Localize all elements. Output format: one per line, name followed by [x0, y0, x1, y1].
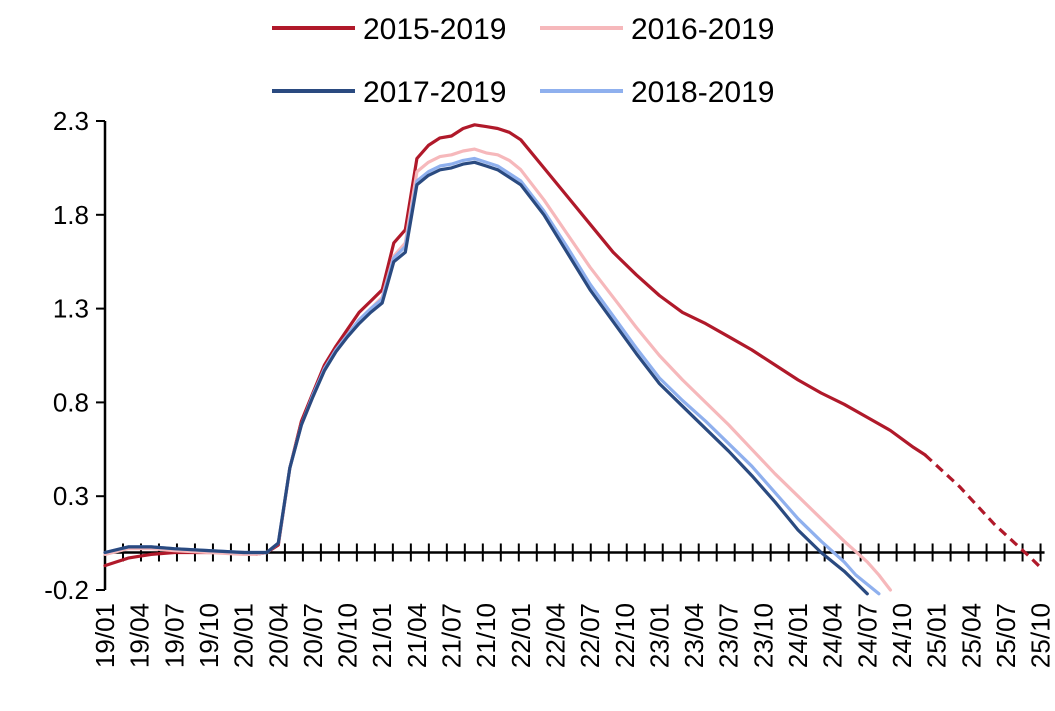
y-tick-label: 0.8 — [53, 387, 89, 417]
x-tick-label: 23/01 — [644, 603, 674, 668]
x-tick-label: 20/10 — [333, 603, 363, 668]
plot-series — [103, 123, 1042, 596]
x-tick-label: 24/07 — [852, 603, 882, 668]
x-tick-label: 21/10 — [471, 603, 501, 668]
legend-item-2018-2019: 2018-2019 — [540, 76, 774, 109]
y-axis: 2.3 1.8 1.3 0.8 0.3 -0.2 — [44, 106, 107, 605]
x-tick-label: 20/04 — [263, 603, 293, 668]
x-axis: 19/01 19/04 19/07 19/10 20/01 20/04 20/07 20/10… — [90, 543, 1055, 668]
x-tick-label: 21/04 — [402, 603, 432, 668]
x-tick-label: 22/01 — [506, 603, 536, 668]
legend-label-2015-2019: 2015-2019 — [363, 13, 506, 46]
series-line-2017-2019 — [103, 160, 869, 596]
legend-label-2016-2019: 2016-2019 — [631, 13, 774, 46]
x-tick-label: 23/10 — [748, 603, 778, 668]
series-projection-2015-2019 — [924, 453, 1042, 569]
x-tick-label: 23/04 — [679, 603, 709, 668]
legend-item-2017-2019: 2017-2019 — [272, 76, 506, 109]
x-tick-label: 24/04 — [818, 603, 848, 668]
series-line-2018-2019 — [103, 156, 881, 596]
y-tick-label: 1.3 — [53, 294, 89, 324]
x-tick-label: 25/01 — [922, 603, 952, 668]
legend-item-2015-2019: 2015-2019 — [272, 13, 506, 46]
x-tick-label: 21/07 — [437, 603, 467, 668]
x-tick-label: 24/10 — [887, 603, 917, 668]
y-tick-label: 2.3 — [53, 106, 89, 136]
x-tick-label: 23/07 — [714, 603, 744, 668]
y-tick-label: -0.2 — [44, 575, 89, 605]
x-tick-label: 22/04 — [540, 603, 570, 668]
x-tick-label: 25/07 — [991, 603, 1021, 668]
legend-label-2017-2019: 2017-2019 — [363, 76, 506, 109]
x-tick-label: 22/07 — [575, 603, 605, 668]
x-tick-label: 20/01 — [229, 603, 259, 668]
legend: 2015-2019 2016-2019 2017-2019 2018-2019 — [272, 13, 774, 109]
x-tick-label: 22/10 — [610, 603, 640, 668]
y-tick-label: 1.8 — [53, 200, 89, 230]
y-tick-label: 0.3 — [53, 481, 89, 511]
x-tick-label: 25/04 — [956, 603, 986, 668]
legend-item-2016-2019: 2016-2019 — [540, 13, 774, 46]
x-tick-label: 24/01 — [783, 603, 813, 668]
x-tick-label: 21/01 — [367, 603, 397, 668]
x-tick-label: 20/07 — [298, 603, 328, 668]
series-line-2016-2019 — [103, 147, 892, 592]
x-tick-label: 19/07 — [159, 603, 189, 668]
x-tick-label: 19/01 — [90, 603, 120, 668]
x-tick-label: 25/10 — [1026, 603, 1055, 668]
x-tick-label: 19/04 — [125, 603, 155, 668]
x-tick-label: 19/10 — [194, 603, 224, 668]
legend-label-2018-2019: 2018-2019 — [631, 76, 774, 109]
